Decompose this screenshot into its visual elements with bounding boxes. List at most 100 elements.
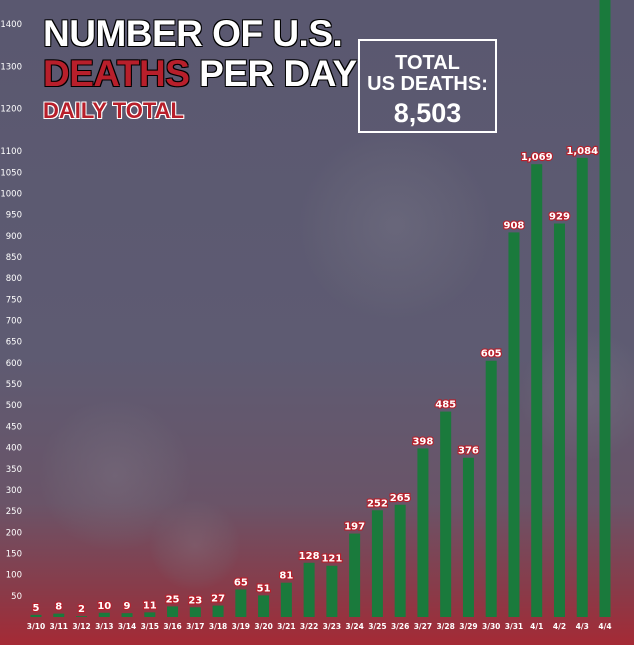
y-tick-label: 400 (6, 444, 22, 454)
data-label: 27 (211, 594, 225, 605)
y-tick-label: 850 (6, 253, 22, 263)
data-label: 1,084 (566, 146, 598, 157)
bar-3-13 (98, 612, 110, 617)
data-label: 51 (257, 583, 271, 594)
x-tick-label: 3/17 (186, 622, 204, 631)
x-tick-label: 3/31 (505, 622, 523, 631)
y-tick-label: 650 (6, 338, 22, 348)
data-label: 605 (481, 349, 502, 360)
y-tick-label: 50 (11, 592, 22, 602)
y-tick-label: 750 (6, 295, 22, 305)
bar-4-4 (599, 0, 611, 617)
subtitle: DAILY TOTAL (43, 98, 184, 123)
bar-3-22 (303, 562, 315, 617)
data-label: 121 (321, 554, 342, 565)
data-label: 929 (549, 212, 570, 223)
y-tick-label: 300 (6, 486, 22, 496)
bar-3-29 (462, 457, 474, 617)
data-label: 23 (188, 595, 202, 606)
y-tick-label: 800 (6, 274, 22, 284)
x-tick-label: 3/29 (459, 622, 477, 631)
bar-3-31 (508, 232, 520, 617)
headline-line1: NUMBER OF U.S. (43, 13, 343, 54)
y-tick-label: 1200 (0, 105, 22, 115)
y-tick-label: 600 (6, 359, 22, 369)
bar-3-15 (144, 612, 156, 617)
data-label: 398 (412, 436, 433, 447)
data-label: 908 (504, 220, 525, 231)
bar-3-12 (76, 616, 88, 617)
y-tick-label: 1100 (0, 147, 22, 157)
x-tick-label: 3/30 (482, 622, 500, 631)
bar-3-21 (280, 582, 292, 617)
y-axis: 50 100 150 200 250 300 350 400 450 500 550 600 650 70… (0, 20, 22, 602)
bar-4-2 (553, 223, 565, 617)
x-tick-label: 4/2 (553, 622, 566, 631)
x-axis: 3/10 3/11 3/12 3/13 3/14 3/15 3/16 3/17 3/18 3/19… (27, 622, 612, 631)
bar-3-16 (167, 606, 179, 617)
x-tick-label: 3/23 (323, 622, 341, 631)
bar-3-20 (258, 595, 270, 617)
bar-3-14 (121, 613, 133, 617)
y-tick-label: 550 (6, 380, 22, 390)
x-tick-label: 3/27 (414, 622, 432, 631)
y-tick-label: 1300 (0, 62, 22, 72)
headline-line2: DEATHS PER DAY (43, 54, 357, 94)
x-tick-label: 3/15 (141, 622, 159, 631)
y-tick-label: 350 (6, 465, 22, 475)
headline-accent: DEATHS (43, 53, 190, 94)
x-tick-label: 3/24 (345, 622, 363, 631)
bar-3-10 (30, 614, 42, 617)
bar-3-27 (417, 448, 429, 617)
virus-decoration (150, 500, 240, 590)
bar-4-3 (576, 157, 588, 617)
x-tick-label: 3/10 (27, 622, 45, 631)
x-tick-label: 3/26 (391, 622, 409, 631)
data-label: 265 (390, 493, 411, 504)
total-value: 8,503 (393, 98, 462, 128)
y-tick-label: 1400 (0, 20, 22, 30)
x-tick-label: 3/25 (368, 622, 386, 631)
data-label: 65 (234, 577, 248, 588)
x-tick-label: 3/20 (254, 622, 272, 631)
bar-3-18 (212, 605, 224, 617)
bar-3-19 (235, 589, 247, 617)
data-label: 197 (344, 522, 365, 533)
bar-3-11 (53, 613, 65, 617)
x-tick-label: 3/11 (50, 622, 68, 631)
data-label: 485 (435, 400, 456, 411)
data-label: 10 (97, 601, 111, 612)
headline-rest: PER DAY (199, 53, 357, 94)
x-tick-label: 4/4 (598, 622, 611, 631)
total-label-line1: TOTAL (395, 52, 460, 74)
virus-decoration (300, 130, 490, 320)
data-label: 8 (55, 602, 62, 613)
bar-3-28 (440, 411, 452, 617)
y-tick-label: 500 (6, 401, 22, 411)
bar-4-1 (531, 164, 543, 617)
y-tick-label: 1000 (0, 189, 22, 199)
headline: NUMBER OF U.S. DEATHS PER DAY DAILY TOTA… (43, 14, 357, 124)
x-tick-label: 3/19 (232, 622, 250, 631)
y-tick-label: 900 (6, 232, 22, 242)
data-label: 11 (143, 600, 157, 611)
y-tick-label: 1050 (0, 168, 22, 178)
x-tick-label: 3/21 (277, 622, 295, 631)
data-label: 5 (33, 603, 40, 614)
x-tick-label: 3/28 (436, 622, 454, 631)
x-tick-label: 3/18 (209, 622, 227, 631)
bars-group (30, 0, 611, 617)
data-label: 252 (367, 498, 388, 509)
y-tick-label: 250 (6, 507, 22, 517)
x-tick-label: 3/14 (118, 622, 136, 631)
total-deaths-box: TOTAL US DEATHS: 8,503 (358, 39, 497, 133)
data-label: 81 (279, 571, 293, 582)
y-tick-label: 150 (6, 549, 22, 559)
x-tick-label: 3/13 (95, 622, 113, 631)
data-label: 376 (458, 446, 479, 457)
bar-3-17 (189, 607, 201, 617)
y-tick-label: 950 (6, 211, 22, 221)
bar-3-26 (394, 504, 406, 617)
data-label: 25 (166, 594, 180, 605)
